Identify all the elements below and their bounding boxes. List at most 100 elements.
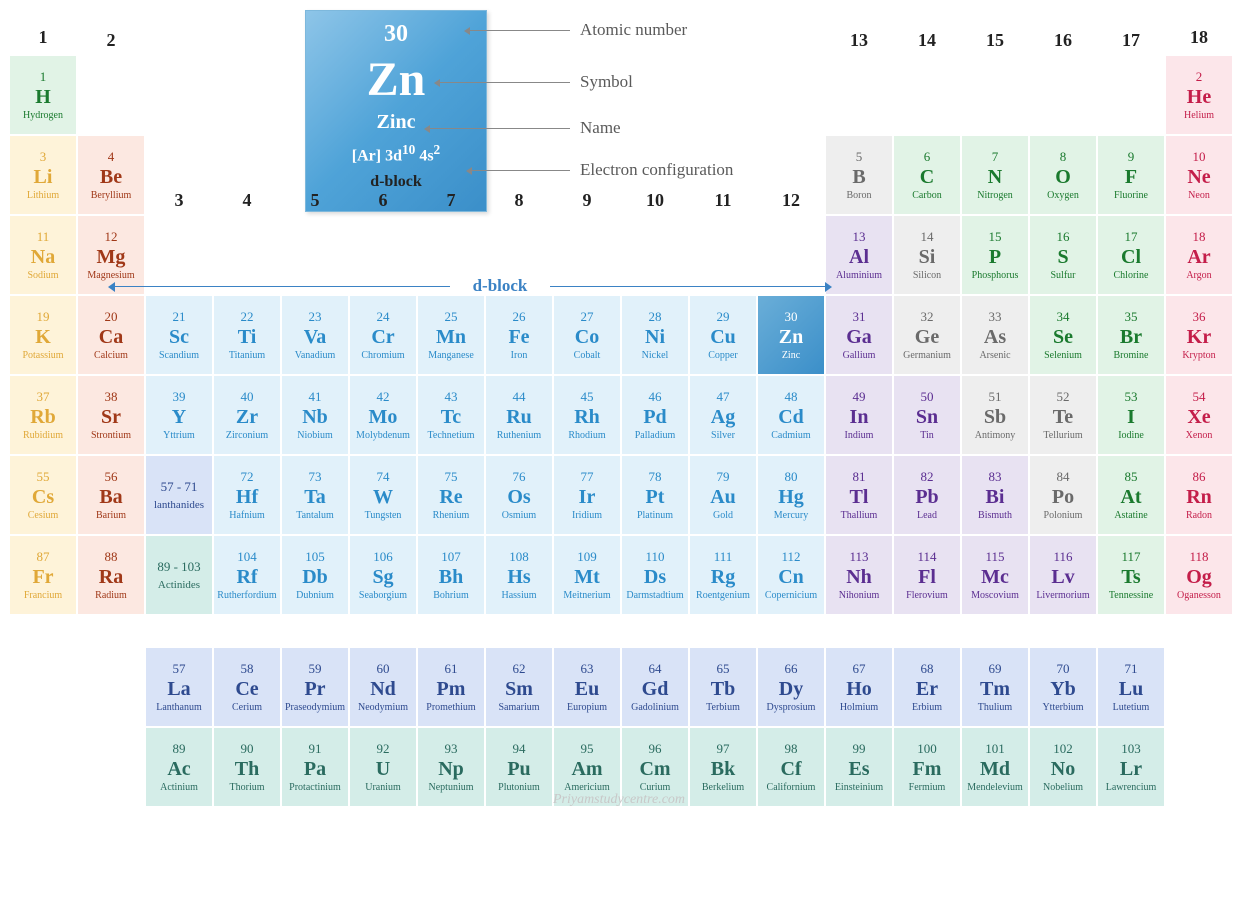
element-y: 39YYttrium (146, 376, 212, 454)
group-header-12: 12 (758, 190, 824, 211)
watermark: Priyamstudycentre.com (553, 792, 685, 808)
element-eu: 63EuEuropium (554, 648, 620, 726)
arrow-icon (440, 82, 570, 83)
element-rh: 45RhRhodium (554, 376, 620, 454)
element-ta: 73TaTantalum (282, 456, 348, 534)
element-no: 102NoNobelium (1030, 728, 1096, 806)
element-pr: 59PrPraseodymium (282, 648, 348, 726)
element-o: 8OOxygen (1030, 136, 1096, 214)
group-header-15: 15 (962, 30, 1028, 51)
element-np: 93NpNeptunium (418, 728, 484, 806)
element-cu: 29CuCopper (690, 296, 756, 374)
element-tl: 81TlThallium (826, 456, 892, 534)
element-sg: 106SgSeaborgium (350, 536, 416, 614)
element-al: 13AlAluminium (826, 216, 892, 294)
element-as: 33AsArsenic (962, 296, 1028, 374)
element-pt: 78PtPlatinum (622, 456, 688, 534)
element-zr: 40ZrZirconium (214, 376, 280, 454)
element-au: 79AuGold (690, 456, 756, 534)
element-pb: 82PbLead (894, 456, 960, 534)
element-k: 19KPotassium (10, 296, 76, 374)
element-kr: 36KrKrypton (1166, 296, 1232, 374)
element-ag: 47AgSilver (690, 376, 756, 454)
group-header-9: 9 (554, 190, 620, 211)
group-header-10: 10 (622, 190, 688, 211)
element-es: 99EsEinsteinium (826, 728, 892, 806)
callout-name: Zinc (306, 111, 486, 134)
element-n: 7NNitrogen (962, 136, 1028, 214)
element-b: 5BBoron (826, 136, 892, 214)
element-rf: 104RfRutherfordium (214, 536, 280, 614)
element-os: 76OsOsmium (486, 456, 552, 534)
element-pd: 46PdPalladium (622, 376, 688, 454)
element-la: 57LaLanthanum (146, 648, 212, 726)
element-f: 9FFluorine (1098, 136, 1164, 214)
element-po: 84PoPolonium (1030, 456, 1096, 534)
element-ir: 77IrIridium (554, 456, 620, 534)
element-cr: 24CrChromium (350, 296, 416, 374)
element-va: 23VaVanadium (282, 296, 348, 374)
group-header-1: 1 (10, 27, 76, 48)
group-header-2: 2 (78, 30, 144, 51)
element-yb: 70YbYtterbium (1030, 648, 1096, 726)
element-pa: 91PaProtactinium (282, 728, 348, 806)
element-dy: 66DyDysprosium (758, 648, 824, 726)
element-ho: 67HoHolmium (826, 648, 892, 726)
element-cl: 17ClChlorine (1098, 216, 1164, 294)
element-zn: 30ZnZinc (758, 296, 824, 374)
label-symbol: Symbol (580, 72, 633, 92)
element-lr: 103LrLawrencium (1098, 728, 1164, 806)
element-bk: 97BkBerkelium (690, 728, 756, 806)
callout-symbol: Zn (306, 52, 486, 107)
callout-atomic-number: 30 (306, 21, 486, 48)
group-header-18: 18 (1166, 27, 1232, 48)
group-header-13: 13 (826, 30, 892, 51)
element-callout: 30 Zn Zinc [Ar] 3d10 4s2 d-block (305, 10, 487, 212)
group-header-16: 16 (1030, 30, 1096, 51)
element-og: 118OgOganesson (1166, 536, 1232, 614)
element-h: 1HHydrogen (10, 56, 76, 134)
element-md: 101MdMendelevium (962, 728, 1028, 806)
element-cn: 112CnCopernicium (758, 536, 824, 614)
element-pu: 94PuPlutonium (486, 728, 552, 806)
element-ra: 88RaRadium (78, 536, 144, 614)
group-header-6: 6 (350, 190, 416, 211)
element-li: 3LiLithium (10, 136, 76, 214)
element-er: 68ErErbium (894, 648, 960, 726)
element-th: 90ThThorium (214, 728, 280, 806)
element-ds: 110DsDarmstadtium (622, 536, 688, 614)
element-hg: 80HgMercury (758, 456, 824, 534)
element-sm: 62SmSamarium (486, 648, 552, 726)
placeholder-lanthanides: 57 - 71lanthanides (146, 456, 212, 534)
group-header-7: 7 (418, 190, 484, 211)
label-atomic-number: Atomic number (580, 20, 687, 40)
element-he: 2HeHelium (1166, 56, 1232, 134)
element-br: 35BrBromine (1098, 296, 1164, 374)
element-ar: 18ArArgon (1166, 216, 1232, 294)
element-u: 92UUranium (350, 728, 416, 806)
element-hf: 72HfHafnium (214, 456, 280, 534)
group-header-11: 11 (690, 190, 756, 211)
element-mo: 42MoMolybdenum (350, 376, 416, 454)
group-header-5: 5 (282, 190, 348, 211)
element-bi: 83BiBismuth (962, 456, 1028, 534)
element-ce: 58CeCerium (214, 648, 280, 726)
element-sc: 21ScScandium (146, 296, 212, 374)
element-ca: 20CaCalcium (78, 296, 144, 374)
element-ru: 44RuRuthenium (486, 376, 552, 454)
group-header-17: 17 (1098, 30, 1164, 51)
element-co: 27CoCobalt (554, 296, 620, 374)
element-sr: 38SrStrontium (78, 376, 144, 454)
element-si: 14SiSilicon (894, 216, 960, 294)
element-rb: 37RbRubidium (10, 376, 76, 454)
element-te: 52TeTellurium (1030, 376, 1096, 454)
element-fm: 100FmFermium (894, 728, 960, 806)
element-hs: 108HsHassium (486, 536, 552, 614)
element-tc: 43TcTechnetium (418, 376, 484, 454)
label-config: Electron configuration (580, 160, 733, 180)
element-se: 34SeSelenium (1030, 296, 1096, 374)
element-nb: 41NbNiobium (282, 376, 348, 454)
element-bh: 107BhBohrium (418, 536, 484, 614)
placeholder-actinides: 89 - 103Actinides (146, 536, 212, 614)
element-nd: 60NdNeodymium (350, 648, 416, 726)
